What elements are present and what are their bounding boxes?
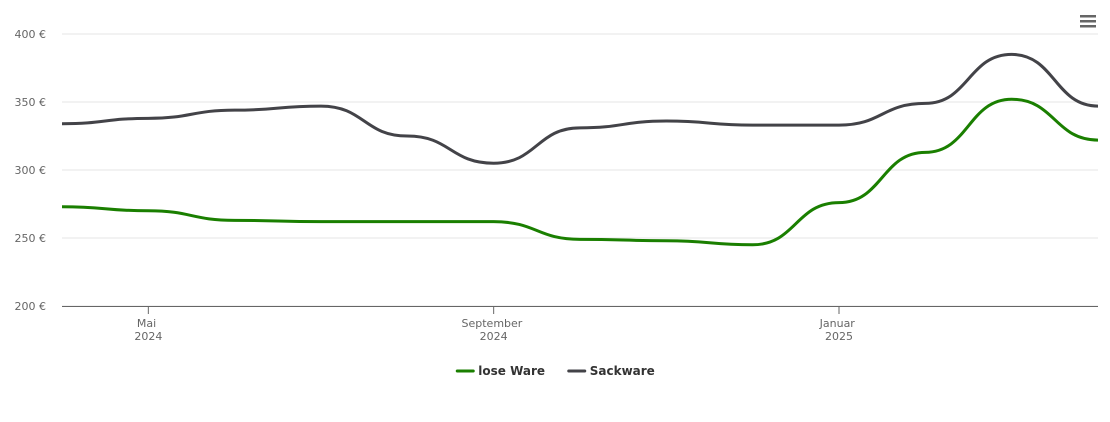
y-tick-label: 250 € bbox=[15, 232, 47, 245]
x-tick-label: Mai 2024 bbox=[134, 317, 162, 343]
y-tick-label: 350 € bbox=[15, 96, 47, 109]
legend-label: Sackware bbox=[590, 364, 655, 378]
menu-bar bbox=[1080, 20, 1096, 23]
legend-item[interactable]: lose Ware bbox=[455, 364, 545, 378]
menu-bar bbox=[1080, 15, 1096, 18]
y-tick-label: 400 € bbox=[15, 28, 47, 41]
menu-bar bbox=[1080, 25, 1096, 28]
legend-item[interactable]: Sackware bbox=[567, 364, 655, 378]
series-line bbox=[61, 97, 1099, 247]
series-line bbox=[61, 52, 1099, 165]
menu-icon[interactable] bbox=[1080, 15, 1096, 28]
x-tick-label: Januar 2025 bbox=[819, 317, 859, 343]
x-tick-label: September 2024 bbox=[462, 317, 526, 343]
legend-label: lose Ware bbox=[478, 364, 545, 378]
y-tick-label: 300 € bbox=[15, 164, 47, 177]
y-tick-label: 200 € bbox=[15, 300, 47, 313]
